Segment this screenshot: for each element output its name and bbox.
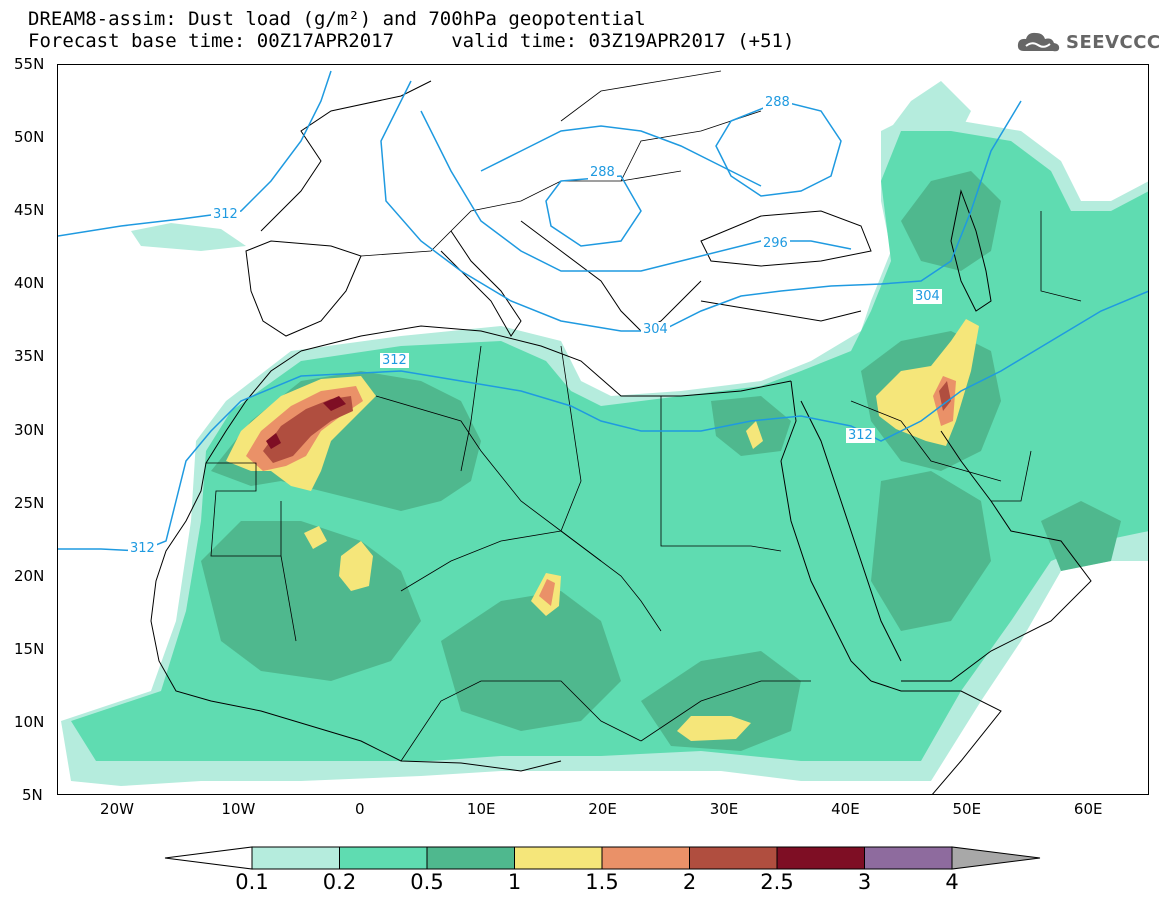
contour-label-304-east: 304 xyxy=(913,289,942,304)
contour-label-312-africa: 312 xyxy=(380,353,409,368)
lon-label-40E: 40E xyxy=(831,800,860,818)
lat-label-15N: 15N xyxy=(14,639,45,658)
lat-label-45N: 45N xyxy=(14,201,45,220)
lon-label-30E: 30E xyxy=(709,800,739,818)
colorbar-label: 0.5 xyxy=(410,870,444,894)
contour-label-312-north: 312 xyxy=(211,207,240,222)
lon-label-0: 0 xyxy=(355,800,365,818)
colorbar-swatch xyxy=(426,846,515,870)
map-title: DREAM8-assim: Dust load (g/m²) and 700hP… xyxy=(28,8,646,30)
colorbar-swatch xyxy=(339,846,428,870)
map-canvas xyxy=(58,70,1148,794)
colorbar-label: 1.5 xyxy=(585,870,619,894)
colorbar-label: 3 xyxy=(857,870,872,894)
contour-label-312-southwest: 312 xyxy=(128,541,157,556)
seevccc-logo: SEEVCCC xyxy=(1016,28,1161,56)
logo-text: SEEVCCC xyxy=(1066,31,1161,53)
dust-load-map: 312 288 288 296 304 304 312 312 312 xyxy=(57,64,1149,795)
colorbar-swatch xyxy=(514,846,603,870)
colorbar-label: 0.1 xyxy=(235,870,269,894)
dust-field-2 xyxy=(263,381,951,463)
colorbar-under-triangle xyxy=(164,846,253,870)
colorbar-swatch xyxy=(251,846,340,870)
lat-label-25N: 25N xyxy=(14,493,45,512)
colorbar-swatch xyxy=(776,846,865,870)
lon-label-10W: 10W xyxy=(221,800,256,818)
lat-label-10N: 10N xyxy=(14,712,45,731)
cloud-icon xyxy=(1017,32,1060,52)
colorbar-swatch xyxy=(601,846,690,870)
lon-label-10E: 10E xyxy=(466,800,496,818)
lat-label-30N: 30N xyxy=(14,420,45,439)
contour-label-304-greece: 304 xyxy=(641,322,670,337)
contour-label-288-east: 288 xyxy=(763,95,792,110)
lat-label-55N: 55N xyxy=(14,55,45,73)
lon-label-50E: 50E xyxy=(952,800,982,818)
colorbar-over-triangle xyxy=(951,846,1041,870)
colorbar-label: 1 xyxy=(507,870,522,894)
colorbar-label: 4 xyxy=(945,870,959,894)
lat-label-40N: 40N xyxy=(14,274,45,293)
colorbar-swatch xyxy=(689,846,778,870)
colorbar-label: 0.2 xyxy=(322,870,357,894)
coastlines xyxy=(150,80,1092,794)
colorbar-swatch xyxy=(864,846,953,870)
map-subtitle: Forecast base time: 00Z17APR2017 valid t… xyxy=(28,30,795,52)
lat-label-5N: 5N xyxy=(22,786,43,804)
lat-label-35N: 35N xyxy=(14,347,45,366)
contour-label-288-balkan: 288 xyxy=(588,165,617,180)
lat-label-20N: 20N xyxy=(14,566,45,585)
lon-label-20W: 20W xyxy=(100,800,134,818)
lon-label-60E: 60E xyxy=(1073,800,1103,818)
colorbar-label: 2 xyxy=(682,870,697,894)
contour-label-312-mideast: 312 xyxy=(846,428,875,443)
contour-label-296: 296 xyxy=(761,236,790,251)
lon-label-20E: 20E xyxy=(588,800,617,818)
dust-field-2.5 xyxy=(266,396,346,449)
lat-label-50N: 50N xyxy=(14,128,45,147)
colorbar-label: 2.5 xyxy=(760,870,794,894)
